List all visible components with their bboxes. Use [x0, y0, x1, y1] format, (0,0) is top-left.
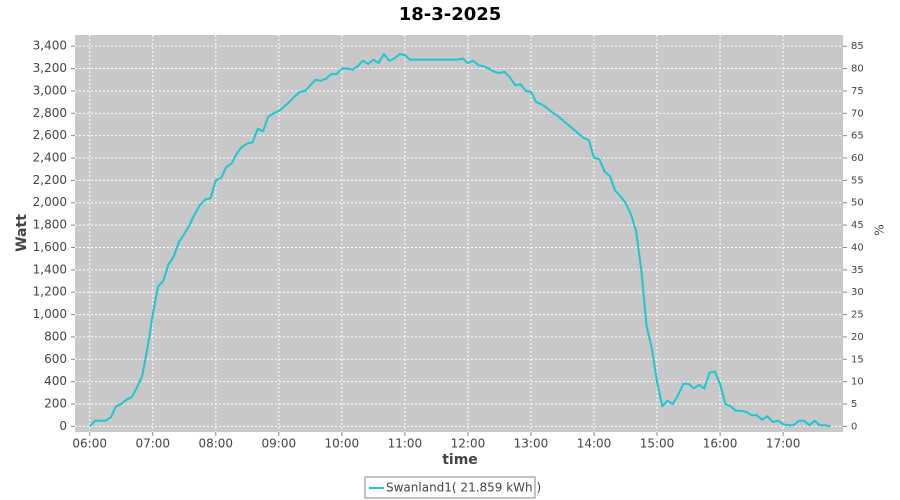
- x-tick-label: 09:00: [262, 437, 297, 451]
- y-tick-label: 0: [59, 419, 67, 433]
- x-tick-label: 08:00: [198, 437, 233, 451]
- y2-tick-label: 20: [851, 332, 864, 343]
- y-tick-label: 1,800: [33, 218, 67, 232]
- y-tick-label: 1,000: [33, 307, 67, 321]
- y2-tick-label: 85: [851, 41, 864, 52]
- x-tick-label: 10:00: [325, 437, 360, 451]
- y2-tick-label: 5: [851, 399, 857, 410]
- y2-tick-label: 15: [851, 354, 864, 365]
- x-tick-label: 15:00: [640, 437, 675, 451]
- y-tick-label: 800: [44, 329, 67, 343]
- y-tick-label: 2,600: [33, 128, 67, 142]
- y-tick-label: 1,600: [33, 240, 67, 254]
- y2-tick-label: 35: [851, 265, 864, 276]
- x-tick-label: 11:00: [388, 437, 423, 451]
- y2-tick-label: 25: [851, 310, 864, 321]
- legend-label: Swanland1( 21.859 kWh ): [386, 481, 541, 495]
- y-tick-label: 600: [44, 352, 67, 366]
- y-tick-label: 2,000: [33, 195, 67, 209]
- x-tick-label: 14:00: [577, 437, 612, 451]
- x-tick-label: 13:00: [514, 437, 549, 451]
- y2-axis-label: %: [873, 224, 887, 235]
- y-axis-label: Watt: [14, 214, 30, 252]
- y2-tick-label: 70: [851, 108, 864, 119]
- x-tick-label: 07:00: [135, 437, 170, 451]
- x-tick-label: 12:00: [451, 437, 486, 451]
- y-tick-label: 1,400: [33, 262, 67, 276]
- y2-tick-label: 80: [851, 64, 864, 75]
- y2-tick-label: 65: [851, 131, 864, 142]
- x-tick-label: 06:00: [72, 437, 107, 451]
- y2-tick-label: 50: [851, 198, 864, 209]
- y2-tick-label: 45: [851, 220, 864, 231]
- y-tick-label: 2,800: [33, 106, 67, 120]
- y-tick-label: 3,200: [33, 61, 67, 75]
- plot-area: [75, 35, 843, 432]
- y-tick-label: 2,400: [33, 151, 67, 165]
- y2-tick-label: 30: [851, 287, 864, 298]
- y2-tick-label: 75: [851, 86, 864, 97]
- y2-tick-label: 40: [851, 242, 864, 253]
- x-tick-label: 16:00: [703, 437, 738, 451]
- chart-title: 18-3-2025: [399, 4, 502, 25]
- y-tick-label: 3,400: [33, 39, 67, 53]
- y-tick-label: 2,200: [33, 173, 67, 187]
- data-line: [88, 53, 831, 428]
- y-tick-label: 400: [44, 374, 67, 388]
- x-axis-label: time: [442, 452, 478, 468]
- y2-tick-label: 55: [851, 175, 864, 186]
- y-tick-label: 200: [44, 397, 67, 411]
- y-tick-label: 3,000: [33, 83, 67, 97]
- y-tick-label: 1,200: [33, 285, 67, 299]
- y2-tick-label: 0: [851, 421, 857, 432]
- y2-tick-label: 10: [851, 377, 864, 388]
- legend-box: [364, 476, 536, 499]
- y2-tick-label: 60: [851, 153, 864, 164]
- x-tick-label: 17:00: [766, 437, 801, 451]
